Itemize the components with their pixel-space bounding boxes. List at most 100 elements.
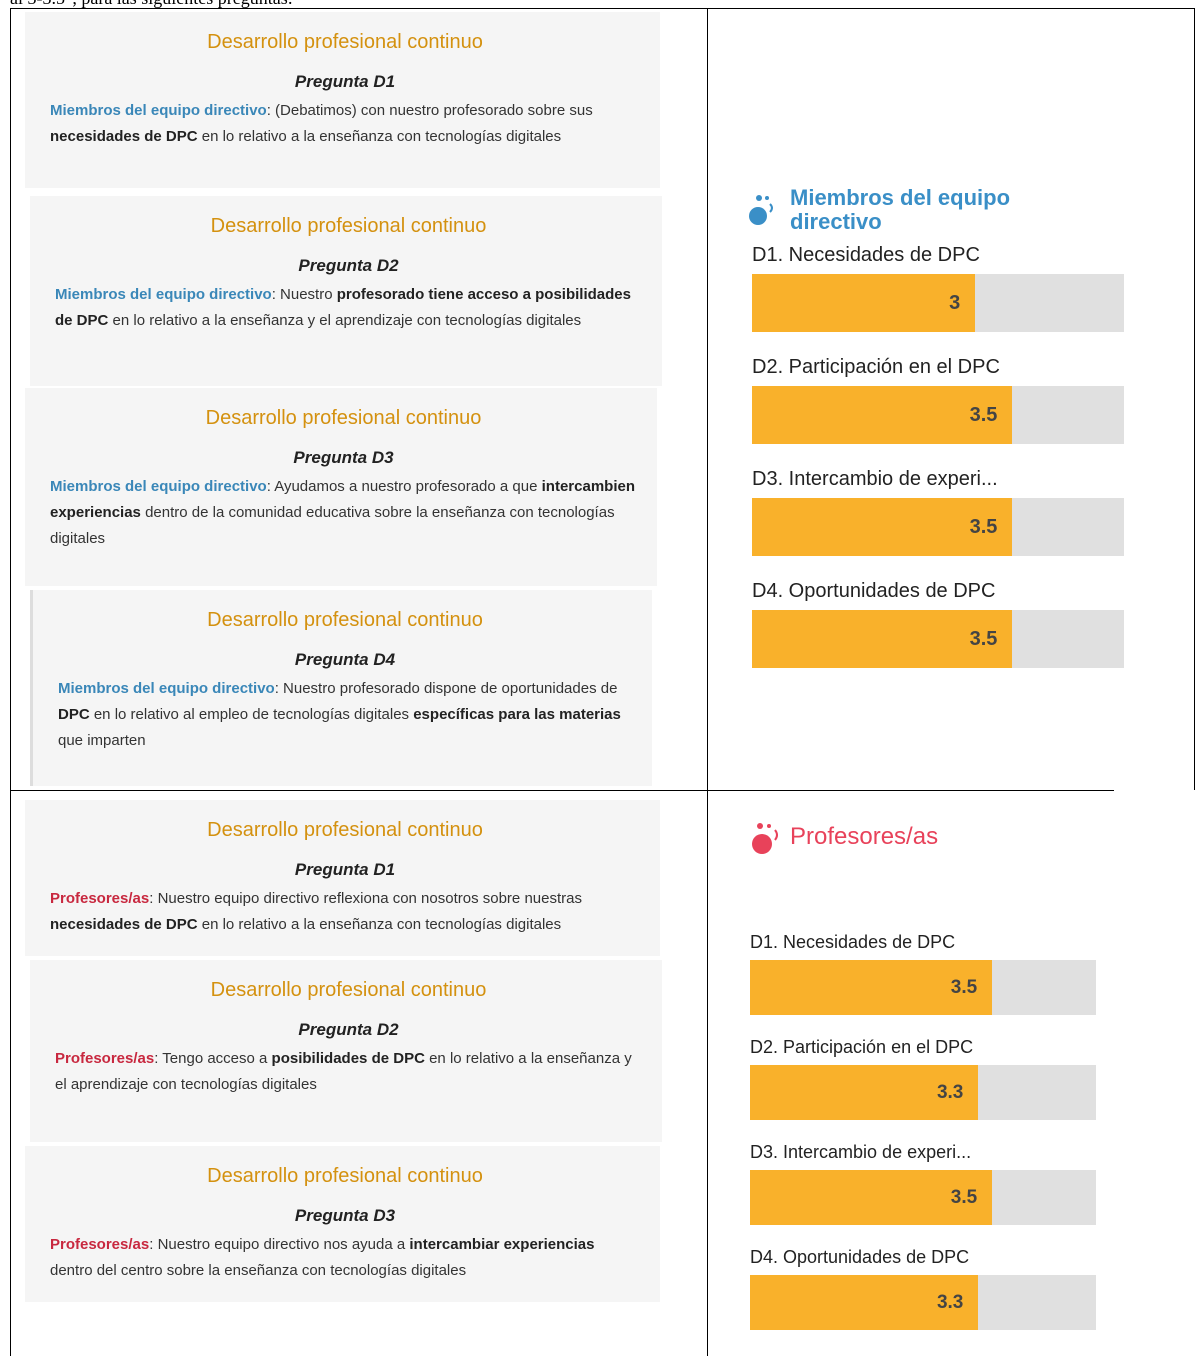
- question-card: Desarrollo profesional continuo Pregunta …: [25, 1146, 660, 1302]
- bar-track: 3.5: [750, 1170, 1096, 1225]
- bar: [752, 610, 1013, 668]
- question-label: Pregunta D3: [294, 1206, 396, 1225]
- question-label: Pregunta D4: [294, 650, 396, 669]
- text-segment: intercambiar experiencias: [409, 1236, 595, 1253]
- bar-track: 3.3: [750, 1275, 1096, 1330]
- card-heading: Desarrollo profesional continuo: [207, 819, 483, 841]
- bar-track: 3.5: [752, 498, 1124, 556]
- card-heading: Desarrollo profesional continuo: [205, 407, 482, 429]
- value-label: 3.5: [950, 1186, 978, 1208]
- value-label: 3.5: [969, 403, 998, 426]
- role-label: Profesores/as: [50, 1236, 150, 1253]
- question-text: Miembros del equipo directivo: Nuestro p…: [58, 676, 632, 754]
- value-label: 3.3: [936, 1081, 964, 1103]
- text-segment: que imparten: [58, 732, 146, 749]
- question-label: Pregunta D3: [293, 448, 394, 467]
- bar-label: D2. Participación en el DPC: [752, 356, 1000, 378]
- value-label: 3.5: [950, 976, 978, 998]
- card-heading: Desarrollo profesional continuo: [210, 979, 487, 1001]
- card-heading: Desarrollo profesional continuo: [210, 215, 487, 237]
- icon: [749, 195, 773, 225]
- text-segment: DPC: [58, 706, 90, 723]
- question-text: Miembros del equipo directivo: (Debatimo…: [50, 98, 640, 150]
- text-segment: en lo relativo a la enseñanza con tecnol…: [197, 128, 562, 145]
- text-segment: en lo relativo a la enseñanza y el apren…: [108, 312, 582, 329]
- question-label: Pregunta D2: [298, 1020, 399, 1039]
- bar: [750, 1170, 993, 1225]
- question-label: Pregunta D1: [294, 860, 396, 879]
- bar-label: D1. Necesidades de DPC: [750, 932, 956, 952]
- icon: [752, 823, 778, 854]
- text-segment: específicas para las materias: [413, 706, 621, 723]
- text-segment: profesorado tiene acceso a posibilidades…: [55, 286, 631, 329]
- value-label: 3.5: [969, 627, 998, 650]
- bar: [752, 498, 1013, 556]
- role-label: Miembros del equipo directivo: [58, 680, 275, 697]
- text-segment: : Ayudamos a nuestro profesorado a que: [266, 478, 542, 495]
- chart-title: Miembros del equipo directivo: [790, 185, 1011, 234]
- bar: [752, 274, 976, 332]
- question-card: Desarrollo profesional continuo Pregunta …: [25, 12, 660, 188]
- bar-label: D4. Oportunidades de DPC: [750, 1247, 970, 1267]
- question-card: Desarrollo profesional continuo Pregunta …: [30, 960, 662, 1142]
- bar-label: D2. Participación en el DPC: [750, 1037, 974, 1057]
- text-segment: : Nuestro equipo directivo nos ayuda a: [149, 1236, 410, 1253]
- table-border: [707, 8, 708, 1356]
- role-label: Miembros del equipo directivo: [50, 478, 267, 495]
- text-segment: : Nuestro equipo directivo reflexiona co…: [149, 890, 582, 907]
- text-segment: en lo relativo a la enseñanza con tecnol…: [197, 916, 562, 933]
- card-heading: Desarrollo profesional continuo: [207, 31, 483, 53]
- table-border: [10, 8, 11, 1356]
- question-text: Profesores/as: Nuestro equipo directivo …: [50, 886, 640, 938]
- card-heading: Desarrollo profesional continuo: [207, 1165, 483, 1187]
- bar-track: 3.5: [750, 960, 1096, 1015]
- role-label: Miembros del equipo directivo: [50, 102, 267, 119]
- question-card: Desarrollo profesional continuo Pregunta …: [30, 590, 652, 786]
- bar: [752, 386, 1013, 444]
- bar-track: 3: [752, 274, 1124, 332]
- bar-label: D3. Intercambio de experi...: [750, 1142, 972, 1162]
- value-label: 3.3: [936, 1291, 964, 1313]
- question-card: Desarrollo profesional continuo Pregunta …: [25, 800, 660, 956]
- text-segment: necesidades de DPC: [50, 916, 198, 933]
- value-label: 3: [949, 291, 961, 314]
- intro-text: al 3-3.5", para las siguientes preguntas…: [10, 0, 293, 9]
- question-text: Profesores/as: Nuestro equipo directivo …: [50, 1232, 640, 1284]
- text-segment: en lo relativo a la enseñanza y el apren…: [55, 1050, 632, 1093]
- role-label: Miembros del equipo directivo: [55, 286, 272, 303]
- text-segment: posibilidades de DPC: [271, 1050, 425, 1067]
- bar-track: 3.5: [752, 610, 1124, 668]
- card-heading: Desarrollo profesional continuo: [207, 609, 483, 631]
- question-text: Miembros del equipo directivo: Ayudamos …: [50, 474, 637, 552]
- text-segment: : Nuestro: [271, 286, 337, 303]
- text-segment: dentro del centro sobre la enseñanza con…: [50, 1262, 467, 1279]
- text-segment: dentro de la comunidad educativa sobre l…: [50, 504, 615, 547]
- question-label: Pregunta D2: [298, 256, 399, 275]
- bar-label: D4. Oportunidades de DPC: [752, 580, 996, 602]
- text-segment: en lo relativo al empleo de tecnologías …: [89, 706, 414, 723]
- text-segment: intercambien experiencias: [50, 478, 635, 521]
- value-label: 3.5: [969, 515, 998, 538]
- question-card: Desarrollo profesional continuo Pregunta …: [30, 196, 662, 386]
- question-card: Desarrollo profesional continuo Pregunta …: [25, 388, 657, 586]
- bar-label: D3. Intercambio de experi...: [752, 468, 998, 490]
- table-border: [10, 8, 1195, 9]
- bar-track: 3.5: [752, 386, 1124, 444]
- bar: [750, 960, 993, 1015]
- text-segment: : (Debatimos) con nuestro profesorado so…: [266, 102, 593, 119]
- bar: [750, 1065, 979, 1120]
- role-label: Profesores/as: [55, 1050, 155, 1067]
- text-segment: necesidades de DPC: [50, 128, 198, 145]
- question-text: Miembros del equipo directivo: Nuestro p…: [55, 282, 642, 334]
- chart-title: Profesores/as: [790, 823, 939, 850]
- text-segment: : Nuestro profesorado dispone de oportun…: [274, 680, 618, 697]
- question-label: Pregunta D1: [294, 72, 396, 91]
- bar-track: 3.3: [750, 1065, 1096, 1120]
- role-label: Profesores/as: [50, 890, 150, 907]
- table-border: [10, 790, 1114, 791]
- bar: [750, 1275, 979, 1330]
- text-segment: : Tengo acceso a: [154, 1050, 272, 1067]
- bar-label: D1. Necesidades de DPC: [752, 244, 980, 266]
- question-text: Profesores/as: Tengo acceso a posibilida…: [55, 1046, 642, 1098]
